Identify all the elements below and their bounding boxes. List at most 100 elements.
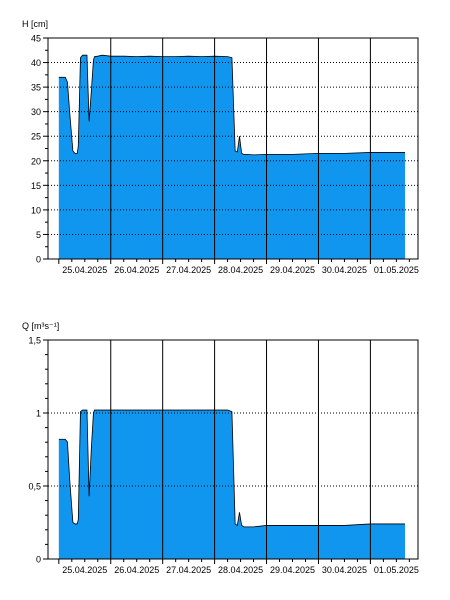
data-point [136,409,137,410]
data-point [188,56,189,57]
y-tick-label: 0 [36,555,41,565]
x-tick-label: 01.05.2025 [374,565,419,575]
x-tick-label: 26.04.2025 [114,565,159,575]
data-point [72,522,73,523]
data-point [231,57,232,58]
data-point [235,150,236,151]
data-point [241,525,242,526]
data-point [243,526,244,527]
y-tick-label: 0 [36,255,41,265]
y-tick-label: 20 [31,156,41,166]
data-point [241,153,242,154]
x-tick-label: 29.04.2025 [270,565,315,575]
data-point [292,525,293,526]
y-axis-title: H [cm] [22,19,48,29]
data-point [78,519,79,520]
data-point [80,411,81,412]
series-line [58,409,406,528]
data-point [78,145,79,146]
x-tick-label: 27.04.2025 [166,265,211,275]
data-point [123,409,124,410]
data-point [77,153,78,154]
data-point [237,151,238,152]
x-tick-label: 26.04.2025 [114,265,159,275]
chart-q: 0 0,5 1 1,5 25.04.2025 26.04.2025 27.04.2025 28… [22,321,419,575]
data-point [123,56,124,57]
data-point [74,523,75,524]
chart-h: 0 5 10 15 20 25 30 35 40 45 25.04.2025 26.04.2025 27… [22,19,419,275]
data-point [82,55,83,56]
data-point [243,154,244,155]
x-tick-label: 30.04.2025 [322,265,367,275]
data-point [65,439,66,440]
data-point [227,409,228,410]
y-tick-label: 40 [31,58,41,68]
data-point [65,77,66,78]
y-tick-label: 35 [31,83,41,93]
data-point [404,523,405,524]
data-point [227,56,228,57]
y-tick-label: 15 [31,181,41,191]
series-line [58,54,406,156]
x-tick-label: 29.04.2025 [270,265,315,275]
data-point [201,409,202,410]
data-point [239,512,240,513]
data-point [69,478,70,479]
data-point [344,153,345,154]
data-point [246,526,247,527]
data-point [89,121,90,122]
data-point [97,56,98,57]
data-point [235,523,236,524]
data-point [344,525,345,526]
data-point [396,523,397,524]
data-point [91,91,92,92]
data-point [253,526,254,527]
data-point [253,154,254,155]
x-tick-label: 30.04.2025 [322,565,367,575]
data-point [67,82,68,83]
data-point [82,409,83,410]
x-tick-label: 01.05.2025 [374,265,419,275]
data-point [175,56,176,57]
y-tick-label: 1 [36,409,41,419]
data-point [292,154,293,155]
data-point [86,55,87,56]
data-point [80,57,81,58]
data-point [94,409,95,410]
data-point [396,152,397,153]
data-point [188,409,189,410]
data-point [149,409,150,410]
data-point [86,409,87,410]
data-point [175,409,176,410]
data-point [58,439,59,440]
data-point [93,60,94,61]
x-tick-label: 28.04.2025 [218,565,263,575]
area-fill [58,410,406,559]
data-point [149,56,150,57]
x-tick-label: 25.04.2025 [62,265,107,275]
data-point [136,56,137,57]
data-point [91,449,92,450]
data-point [94,56,95,57]
y-tick-label: 30 [31,107,41,117]
x-tick-label: 28.04.2025 [218,265,263,275]
y-tick-label: 10 [31,205,41,215]
y-tick-label: 25 [31,132,41,142]
plot-frame [47,339,419,560]
y-axis-title: Q [m³s⁻¹] [22,321,59,331]
data-point [74,153,75,154]
x-tick-label: 25.04.2025 [62,565,107,575]
data-point [239,136,240,137]
data-point [72,150,73,151]
data-point [404,152,405,153]
data-point [237,525,238,526]
data-point [231,411,232,412]
data-point [246,154,247,155]
data-point [101,409,102,410]
y-tick-label: 45 [31,34,41,44]
data-point [58,77,59,78]
data-point [67,442,68,443]
y-tick-label: 1,5 [28,336,41,346]
data-point [89,496,90,497]
